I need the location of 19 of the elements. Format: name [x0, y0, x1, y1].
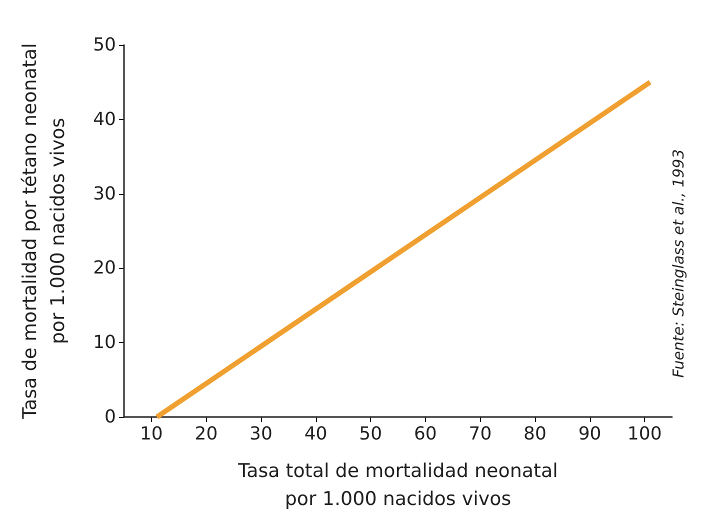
y-tick-label: 10 — [93, 332, 116, 354]
x-tick-label: 10 — [140, 424, 163, 444]
y-tick-label: 30 — [93, 183, 116, 204]
y-tick-label: 40 — [93, 108, 116, 130]
y-tick-label: 50 — [93, 34, 116, 56]
x-tick-label: 70 — [468, 424, 492, 444]
x-tick-label: 30 — [250, 424, 272, 444]
x-tick-label: 40 — [304, 424, 328, 444]
x-tick-label: 60 — [414, 424, 437, 444]
x-tick-label: 50 — [359, 424, 382, 444]
x-tick-label: 90 — [578, 424, 602, 444]
x-axis-title: Tasa total de mortalidad neonatal por 1.000 nacidos vivos — [237, 460, 558, 510]
y-axis-title: Tasa de mortalidad por tétano neonatal por 1.000 nacidos vivos — [19, 43, 69, 420]
y-tick-label: 0 — [104, 406, 116, 428]
x-tick-label: 100 — [627, 424, 662, 444]
annotation: Fuente: Steinglass et al., 1993 — [670, 149, 688, 378]
y-tick-label: 20 — [93, 258, 116, 279]
x-tick-label: 20 — [194, 424, 218, 444]
x-tick-label: 80 — [524, 424, 546, 444]
